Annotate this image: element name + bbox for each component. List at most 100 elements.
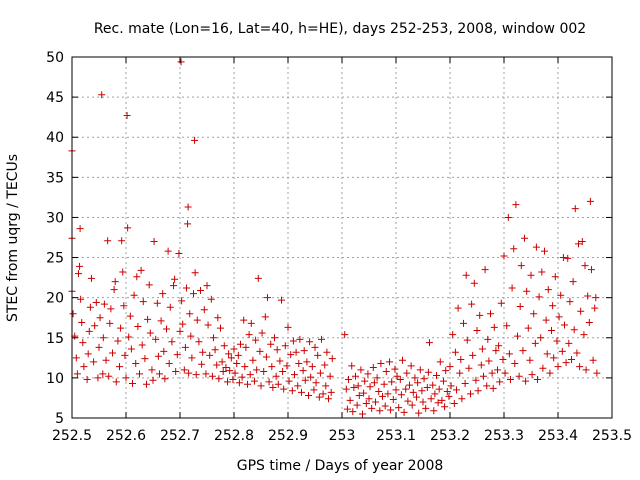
data-point (69, 310, 77, 318)
data-point (584, 292, 592, 300)
data-point (273, 346, 281, 354)
data-point (91, 322, 99, 330)
data-point (287, 351, 295, 359)
data-point (254, 274, 262, 282)
data-point (558, 347, 566, 355)
data-point (532, 243, 540, 251)
data-point (381, 402, 389, 410)
data-point (478, 345, 486, 353)
data-point (462, 271, 470, 279)
data-point (100, 300, 108, 308)
data-point (112, 378, 120, 386)
data-point (407, 362, 415, 370)
data-point (262, 353, 270, 361)
data-point (409, 388, 417, 396)
data-point (544, 286, 552, 294)
data-point (124, 224, 132, 232)
data-point (246, 371, 254, 379)
data-point (515, 372, 523, 380)
data-point (184, 220, 192, 228)
data-point (458, 395, 466, 403)
data-point (268, 363, 276, 371)
data-point (389, 396, 397, 404)
data-point (514, 332, 521, 340)
data-point (109, 349, 116, 357)
data-point (178, 297, 186, 305)
data-point (289, 337, 297, 345)
data-point (530, 310, 538, 318)
data-point (176, 327, 184, 335)
data-point (384, 390, 392, 398)
data-point (120, 302, 128, 310)
data-point (207, 295, 215, 303)
data-point (328, 355, 336, 363)
data-point (240, 316, 248, 324)
data-point (191, 269, 199, 277)
data-point (236, 340, 244, 348)
data-point (272, 372, 280, 380)
data-point (348, 362, 356, 370)
data-point (510, 245, 518, 253)
data-point (76, 225, 84, 233)
data-point (457, 355, 465, 363)
data-point (229, 375, 237, 383)
data-point (460, 319, 467, 327)
data-point (188, 354, 196, 362)
data-point (355, 392, 363, 400)
data-point (242, 343, 250, 351)
data-point (371, 398, 379, 406)
data-point (267, 340, 275, 348)
data-point (495, 342, 503, 350)
data-point (214, 314, 222, 322)
data-point (386, 358, 394, 366)
data-point (430, 407, 438, 415)
data-point (72, 354, 80, 362)
data-point (546, 369, 554, 377)
data-point (269, 384, 277, 392)
data-point (235, 379, 243, 387)
data-point (257, 382, 265, 390)
data-point (362, 400, 370, 408)
data-point (573, 349, 581, 357)
data-point (104, 237, 112, 245)
data-point (285, 377, 293, 385)
data-point (447, 382, 455, 390)
data-point (503, 322, 511, 330)
data-point (191, 136, 199, 144)
data-point (192, 371, 200, 379)
data-point (314, 351, 322, 359)
data-point (76, 262, 84, 270)
data-point (211, 346, 219, 354)
data-point (523, 287, 531, 295)
data-point (298, 388, 305, 396)
data-point (136, 370, 143, 378)
data-point (119, 268, 127, 276)
data-point (366, 383, 374, 391)
y-tick-label: 50 (46, 50, 64, 66)
axis-ticks (71, 56, 613, 419)
data-point (251, 377, 259, 385)
data-point (343, 405, 351, 413)
data-point (73, 370, 81, 378)
data-point (581, 262, 589, 270)
data-point (565, 339, 573, 347)
data-point (116, 363, 124, 371)
data-point (359, 410, 367, 418)
x-tick-label: 252.8 (214, 428, 254, 444)
data-point (425, 339, 433, 347)
data-point (179, 320, 187, 328)
data-point (265, 378, 273, 386)
x-tick-label: 253.2 (430, 428, 470, 444)
data-point (543, 350, 551, 358)
data-point (139, 298, 147, 306)
data-point (187, 332, 195, 340)
data-point (519, 347, 527, 355)
data-point (413, 393, 421, 401)
data-point (77, 295, 85, 303)
data-point (364, 370, 372, 378)
data-point (111, 278, 119, 286)
data-point (537, 334, 545, 342)
data-point (396, 375, 404, 383)
data-point (220, 342, 228, 350)
